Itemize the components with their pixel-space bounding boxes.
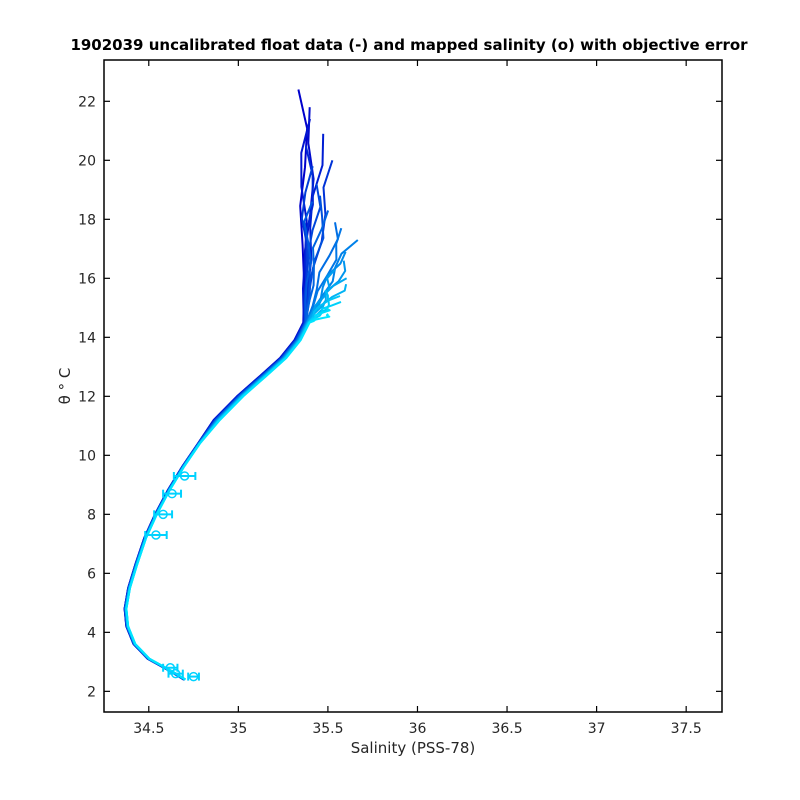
- mapped-salinity-point: [170, 668, 181, 679]
- mapped-salinity-point: [167, 488, 177, 499]
- y-tick-label: 20: [78, 153, 96, 169]
- x-tick-label: 34.5: [133, 721, 164, 737]
- mapped-salinity-point: [165, 662, 176, 673]
- mapped-salinity-point: [151, 530, 161, 540]
- x-axis: 34.5 35 35.5 36 36.5 37 37.5: [133, 60, 702, 737]
- y-tick-label: 22: [78, 94, 96, 110]
- profile-line: [125, 313, 331, 681]
- mapped-salinity-point: [188, 671, 199, 682]
- x-axis-label: Salinity (PSS-78): [351, 739, 476, 757]
- x-tick-label: 35: [229, 721, 247, 737]
- x-tick-label: 36: [409, 721, 427, 737]
- y-tick-label: 12: [78, 389, 96, 405]
- y-axis: 2 4 6 8 10 12 14 16 18 20 22: [78, 94, 722, 700]
- profile-lines: [123, 89, 359, 681]
- x-tick-label: 37: [588, 721, 606, 737]
- y-tick-label: 10: [78, 448, 96, 464]
- plot-area: [104, 60, 722, 712]
- mapped-salinity-markers: [144, 471, 200, 682]
- y-tick-label: 2: [87, 684, 96, 700]
- y-tick-label: 16: [78, 271, 96, 287]
- x-tick-label: 37.5: [671, 721, 702, 737]
- y-tick-label: 14: [78, 330, 96, 346]
- chart-title: 1902039 uncalibrated float data (-) and …: [70, 36, 748, 54]
- x-tick-label: 36.5: [491, 721, 522, 737]
- mapped-salinity-point: [158, 509, 168, 520]
- x-tick-label: 35.5: [312, 721, 343, 737]
- mapped-salinity-point: [179, 471, 190, 481]
- y-tick-label: 6: [87, 566, 96, 582]
- y-axis-label: θ ° C: [56, 368, 74, 405]
- y-tick-label: 18: [78, 212, 96, 228]
- plot-frame: [103, 59, 723, 713]
- y-tick-label: 8: [87, 507, 96, 523]
- y-tick-label: 4: [87, 625, 96, 641]
